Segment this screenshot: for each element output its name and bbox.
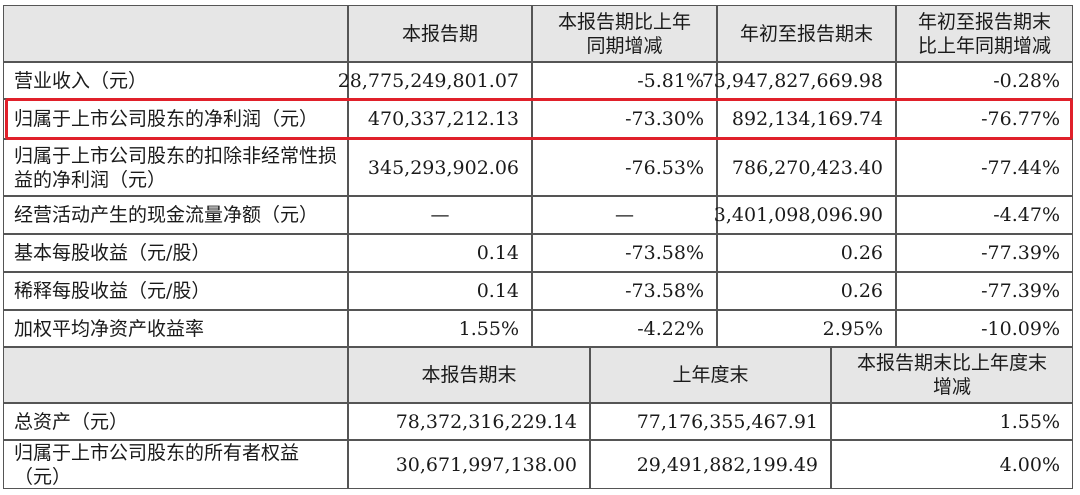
table-cell: 30,671,997,138.00 (348, 440, 590, 489)
table-cell: -4.47% (896, 196, 1073, 234)
row-label: 总资产（元） (3, 403, 348, 440)
financial-table: 本报告期 本报告期比上年同期增减 年初至报告期末 年初至报告期末比上年同期增减 … (3, 5, 1074, 490)
table-cell: 73,947,827,669.98 (702, 62, 896, 99)
table-cell: -77.44% (896, 139, 1073, 196)
row-label: 基本每股收益（元/股） (3, 234, 348, 272)
table-cell: 345,293,902.06 (348, 139, 532, 196)
col-header-current-period: 本报告期 (348, 5, 532, 62)
highlight-box (5, 98, 1073, 140)
table-cell: 1.55% (348, 310, 532, 347)
table-cell: 77,176,355,467.91 (590, 403, 831, 440)
table-cell: 1.55% (831, 403, 1073, 440)
col-header-period-end: 本报告期末 (348, 347, 590, 403)
header-blank-cell (3, 347, 348, 403)
col-header-period-end-change: 本报告期末比上年度末增减 (831, 347, 1073, 403)
table-cell: — (348, 196, 532, 234)
col-header-prior-year-end: 上年度末 (590, 347, 831, 403)
row-label: 稀释每股收益（元/股） (3, 272, 348, 310)
table-cell: — (532, 196, 717, 234)
table-cell: 78,372,316,229.14 (348, 403, 590, 440)
table-cell: -77.39% (896, 272, 1073, 310)
table-cell: -4.22% (532, 310, 717, 347)
col-header-ytd: 年初至报告期末 (717, 5, 896, 62)
table-cell: 786,270,423.40 (717, 139, 896, 196)
table-cell: -0.28% (896, 62, 1073, 99)
table-cell: -73.58% (532, 234, 717, 272)
table-cell: 0.14 (348, 234, 532, 272)
table-cell: 4.00% (831, 440, 1073, 489)
row-label: 归属于上市公司股东的扣除非经常性损益的净利润（元） (3, 139, 348, 196)
table-cell: -73.58% (532, 272, 717, 310)
row-label: 经营活动产生的现金流量净额（元） (3, 196, 348, 234)
col-header-ytd-yoy: 年初至报告期末比上年同期增减 (896, 5, 1073, 62)
table-cell: 3,401,098,096.90 (714, 196, 896, 234)
row-label: 营业收入（元） (3, 62, 348, 99)
table-cell: 0.14 (348, 272, 532, 310)
row-label: 归属于上市公司股东的所有者权益（元） (3, 440, 348, 489)
col-header-current-period-yoy: 本报告期比上年同期增减 (532, 5, 717, 62)
row-label: 加权平均净资产收益率 (3, 310, 348, 347)
table-cell: 0.26 (717, 272, 896, 310)
table-cell: 2.95% (717, 310, 896, 347)
table-cell: -5.81% (532, 62, 717, 99)
table-cell: 29,491,882,199.49 (590, 440, 831, 489)
header-blank-cell (3, 5, 348, 62)
table-cell: 0.26 (717, 234, 896, 272)
table-cell: -77.39% (896, 234, 1073, 272)
table-cell: -10.09% (896, 310, 1073, 347)
table-cell: -76.53% (532, 139, 717, 196)
table-cell: 28,775,249,801.07 (338, 62, 532, 99)
